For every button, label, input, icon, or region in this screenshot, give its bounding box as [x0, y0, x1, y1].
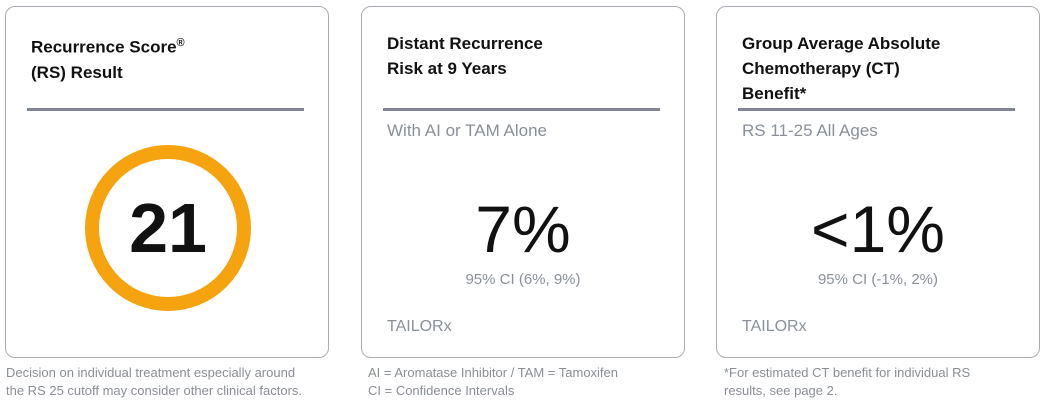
note-line: the RS 25 cutoff may consider other clin… [6, 383, 303, 398]
distant-recurrence-card: Distant Recurrence Risk at 9 Years With A… [361, 6, 685, 358]
footnote-2: AI = Aromatase Inhibitor / TAM = Tamoxif… [368, 364, 618, 400]
title-line: Risk at 9 Years [387, 59, 507, 78]
card-title: Distant Recurrence Risk at 9 Years [387, 31, 543, 81]
score-value: 21 [129, 189, 207, 267]
divider [27, 108, 304, 111]
note-line: *For estimated CT benefit for individual… [724, 365, 971, 380]
chemo-benefit-card: Group Average Absolute Chemotherapy (CT) B… [716, 6, 1040, 358]
subtitle: With AI or TAM Alone [387, 121, 547, 140]
risk-value: 7% [475, 192, 571, 266]
title-line: Recurrence Score [31, 37, 177, 57]
divider [738, 108, 1015, 111]
note-line: AI = Aromatase Inhibitor / TAM = Tamoxif… [368, 365, 619, 380]
title-line: Chemotherapy (CT) [742, 59, 900, 78]
benefit-value: <1% [811, 192, 945, 266]
title-line: Distant Recurrence [387, 34, 543, 53]
source-label: TAILORx [387, 318, 452, 335]
registered-mark: ® [176, 37, 185, 49]
card-title: Recurrence Score® (RS) Result [31, 31, 185, 85]
footnote-1: Decision on individual treatment especia… [6, 364, 302, 400]
divider [383, 108, 660, 111]
footnote-3: *For estimated CT benefit for individual… [724, 364, 970, 400]
title-line: (RS) Result [31, 62, 123, 82]
note-line: results, see page 2. [724, 383, 838, 398]
title-line: Benefit* [742, 84, 807, 103]
score-circle: 21 [85, 145, 251, 311]
title-line: Group Average Absolute [742, 34, 941, 53]
confidence-interval: 95% CI (-1%, 2%) [817, 271, 939, 288]
source-label: TAILORx [742, 318, 807, 335]
confidence-interval: 95% CI (6%, 9%) [465, 271, 581, 288]
note-line: Decision on individual treatment especia… [6, 365, 296, 380]
rs-result-card: Recurrence Score® (RS) Result 21 [5, 6, 329, 358]
subtitle: RS 11-25 All Ages [742, 121, 878, 140]
note-line: CI = Confidence Intervals [368, 383, 515, 398]
card-title: Group Average Absolute Chemotherapy (CT) B… [742, 31, 940, 106]
